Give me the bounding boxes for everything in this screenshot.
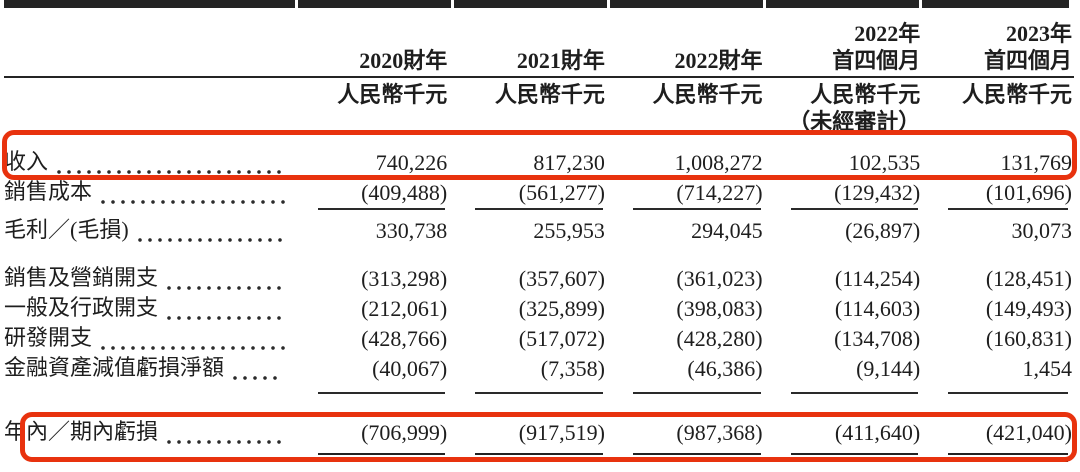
cell-value: (114,603) [834,296,921,321]
cell-value: 740,226 [375,150,448,175]
row-label: 收入 [4,149,49,174]
row-label: 銷售成本 [4,179,93,204]
unit-label: 人民幣千元 [961,82,1072,107]
unit-label: 人民幣千元 [810,82,921,107]
dot-leader [162,302,286,322]
row-label: 毛利／(毛損) [4,217,129,242]
cell-value: (114,254) [834,266,921,291]
table-top-border [4,0,1074,8]
cell-value: (26,897) [845,218,921,243]
dot-leader [228,362,280,382]
cell-value: (428,766) [361,326,448,351]
unaudited-row: （未經審計） [4,109,1074,138]
table-row-cost-of-sales: 銷售成本 (409,488) (561,277) (714,227) (129,… [4,179,1074,210]
cell-value: (134,708) [834,326,921,351]
unit-label: 人民幣千元 [337,82,448,107]
unit-row: 人民幣千元 人民幣千元 人民幣千元 人民幣千元 人民幣千元 [4,78,1074,112]
cell-value: (325,899) [518,296,605,321]
cell-value: 30,073 [1011,218,1072,243]
cell-value: (129,432) [834,180,921,205]
dot-leader [162,426,286,446]
cell-value: (409,488) [361,180,448,205]
cell-value: (706,999) [361,420,448,445]
column-header-fy2022: 2022財年 [674,48,763,73]
dot-leader [96,186,286,206]
unaudited-label: （未經審計） [788,109,921,134]
cell-value: 294,045 [691,218,763,243]
dot-leader [132,224,286,244]
cell-value: (398,083) [676,296,763,321]
cell-value: 102,535 [848,150,921,175]
cell-value: (428,280) [676,326,763,351]
column-header-fy2020: 2020財年 [359,48,448,73]
cell-value: 1,008,272 [674,150,763,175]
cell-value: (987,368) [676,420,763,445]
table-row-loss-for-period: 年內／期內虧損 (706,999) (917,519) (987,368) (4… [4,394,1074,462]
cell-value: (411,640) [834,420,921,445]
cell-value: 131,769 [1000,150,1072,175]
unit-label: 人民幣千元 [494,82,605,107]
table-row-impairment: 金融資產減值虧損淨額 (40,067) (7,358) (46,386) (9,… [4,355,1074,386]
cell-value: (101,696) [985,180,1072,205]
cell-value: 817,230 [533,150,605,175]
cell-value: (313,298) [361,266,448,291]
cell-value: (9,144) [856,356,921,381]
cell-value: (421,040) [985,420,1072,445]
row-label: 一般及行政開支 [4,295,159,320]
row-label: 研發開支 [4,325,93,350]
table-row-gross-profit: 毛利／(毛損) 330,738 255,953 294,045 (26,897)… [4,210,1074,248]
column-header-4m2023: 2023年 首四個月 [983,21,1072,73]
income-statement-table: 2020財年 2021財年 2022財年 2022年 首四個月 2023年 首四… [4,0,1074,462]
total-rule-row [4,386,1074,394]
cell-value: (357,607) [518,266,605,291]
unit-label: 人民幣千元 [652,82,763,107]
cell-value: (128,451) [985,266,1072,291]
dot-leader [162,272,286,292]
row-label: 銷售及營銷開支 [4,265,159,290]
cell-value: (714,227) [676,180,763,205]
cell-value: (361,023) [676,266,763,291]
cell-value: (7,358) [540,356,605,381]
dot-leader [52,156,286,176]
cell-value: (160,831) [985,326,1072,351]
cell-value: (149,493) [985,296,1072,321]
cell-value: (917,519) [518,420,605,445]
cell-value: 330,738 [375,218,448,243]
column-header-fy2021: 2021財年 [516,48,605,73]
cell-value: (46,386) [687,356,763,381]
cell-value: 1,454 [1022,356,1072,381]
cell-value: 255,953 [533,218,605,243]
dot-leader [96,332,286,352]
column-header-row: 2020財年 2021財年 2022財年 2022年 首四個月 2023年 首四… [4,20,1074,74]
cell-value: (212,061) [361,296,448,321]
cell-value: (40,067) [372,356,448,381]
row-label: 金融資產減值虧損淨額 [4,355,225,380]
header-rule [4,76,1074,78]
row-label: 年內／期內虧損 [4,419,159,444]
column-header-4m2022: 2022年 首四個月 [832,21,921,73]
cell-value: (517,072) [518,326,605,351]
table-row-rd-expenses: 研發開支 (428,766) (517,072) (428,280) (134,… [4,325,1074,356]
table-row-selling-marketing: 銷售及營銷開支 (313,298) (357,607) (361,023) (1… [4,265,1074,296]
table-row-revenue: 收入 740,226 817,230 1,008,272 102,535 131… [4,138,1074,180]
table-row-general-admin: 一般及行政開支 (212,061) (325,899) (398,083) (1… [4,295,1074,326]
cell-value: (561,277) [518,180,605,205]
